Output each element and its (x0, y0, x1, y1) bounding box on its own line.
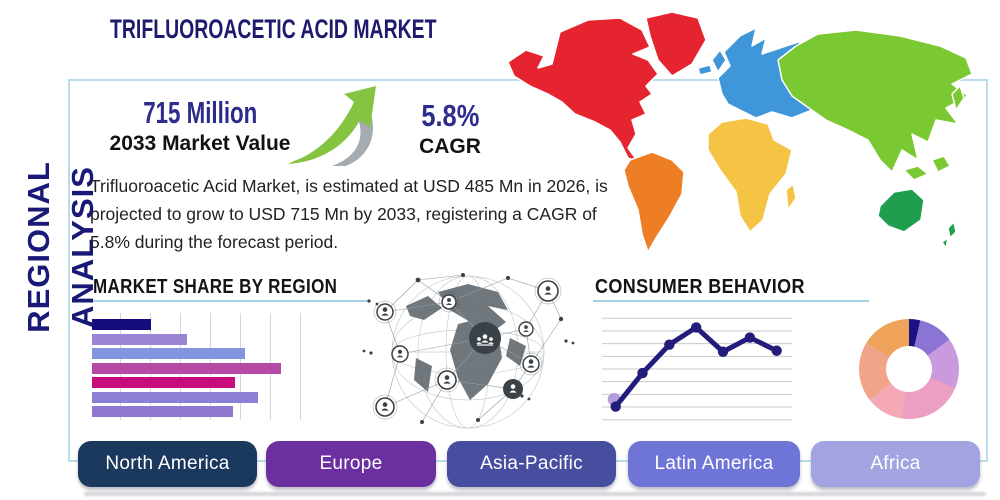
vertical-label: REGIONAL ANALYSIS (21, 161, 100, 333)
market-value: 715 Million (142, 95, 258, 130)
region-donut-chart (859, 319, 959, 419)
map-region-se-asia-islands (903, 155, 951, 181)
cagr-block: 5.8% CAGR (404, 98, 496, 159)
consumer-behavior-underline (593, 300, 869, 302)
donut-hole (886, 346, 932, 392)
globe-network-nodes (362, 273, 575, 424)
world-map (507, 11, 973, 253)
market-share-bar-1 (92, 333, 187, 345)
map-region-new-zealand (941, 221, 957, 249)
market-share-bar-6 (92, 406, 233, 417)
market-share-underline (93, 300, 368, 302)
map-region-asia (777, 29, 973, 173)
region-button-latin-america[interactable]: Latin America (628, 441, 800, 487)
cagr-caption: CAGR (419, 135, 481, 158)
map-region-madagascar (785, 183, 797, 211)
map-region-uk (711, 49, 727, 73)
market-share-bar-chart (92, 313, 310, 420)
market-share-title: MARKET SHARE BY REGION (93, 276, 338, 298)
consumer-behavior-line-chart (602, 317, 792, 421)
market-value-block: 715 Million 2033 Market Value (100, 95, 300, 156)
map-region-north-america (507, 17, 659, 163)
region-button-asia-pacific[interactable]: Asia-Pacific (447, 441, 616, 487)
market-share-bar-4 (92, 377, 235, 388)
map-region-japan (951, 85, 965, 111)
map-region-africa (707, 117, 793, 233)
consumer-behavior-title: CONSUMER BEHAVIOR (595, 276, 805, 298)
cagr-value: 5.8% (421, 98, 479, 133)
map-region-iceland (697, 64, 713, 76)
bar-gridline (300, 313, 301, 420)
market-value-caption: 2033 Market Value (109, 132, 291, 155)
market-share-bar-2 (92, 348, 246, 359)
market-share-bar-5 (92, 391, 258, 403)
market-share-bar-3 (92, 362, 281, 374)
globe-hub-node (469, 322, 501, 354)
map-region-australia (877, 188, 925, 233)
region-button-africa[interactable]: Africa (811, 441, 980, 487)
map-region-greenland (645, 11, 707, 77)
market-description: Trifluoroacetic Acid Market, is estimate… (90, 176, 608, 252)
market-share-title-wrap: MARKET SHARE BY REGION (93, 276, 380, 299)
market-share-bar-0 (92, 319, 151, 330)
region-button-north-america[interactable]: North America (78, 441, 257, 487)
bottom-shadow (84, 492, 986, 496)
map-region-south-america (623, 151, 685, 253)
page-title-wrap: TRIFLUOROACETIC ACID MARKET (110, 14, 563, 45)
globe-continents (406, 284, 526, 400)
globe-network-illustration (362, 273, 575, 429)
page-title: TRIFLUOROACETIC ACID MARKET (110, 14, 437, 44)
region-button-europe[interactable]: Europe (266, 441, 436, 487)
growth-arrow-icon (288, 86, 376, 166)
consumer-behavior-title-wrap: CONSUMER BEHAVIOR (595, 276, 828, 299)
